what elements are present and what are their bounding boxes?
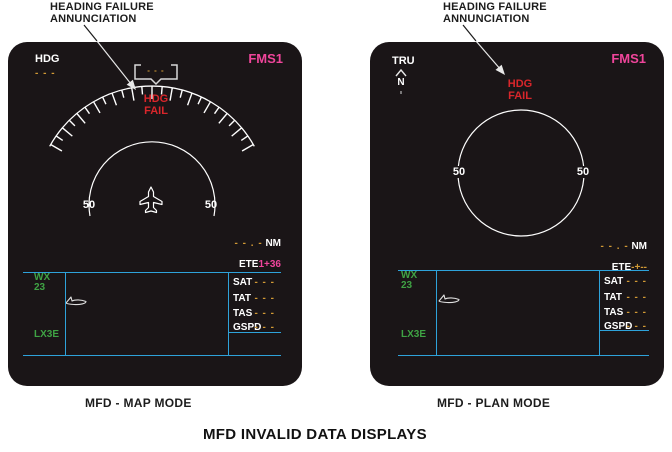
tat-value: - - - — [254, 293, 275, 304]
hdg-invalid-dashes: - - - — [35, 68, 56, 79]
callout-left-line1: HEADING FAILURE — [50, 1, 154, 13]
range-label-right: 50 — [204, 199, 218, 211]
figure-title: MFD INVALID DATA DISPLAYS — [203, 426, 427, 443]
callout-right-line2: ANNUNCIATION — [443, 12, 530, 25]
fms-source-label: FMS1 — [611, 51, 646, 66]
wx-value: 23 — [401, 280, 413, 291]
aircraft-symbol — [139, 186, 163, 214]
wx-label: WX — [401, 270, 418, 281]
ete-readout: ETE-+-- — [612, 262, 647, 273]
distance-unit: NM — [631, 241, 647, 252]
aircraft-side-symbol — [65, 296, 87, 306]
sat-value: - - - — [626, 276, 647, 287]
callout-right: HEADING FAILURE ANNUNCIATION — [443, 1, 547, 25]
wx-readout: WX 23 — [34, 273, 50, 293]
fms-source-label: FMS1 — [248, 51, 283, 66]
wx-readout: WX 23 — [401, 271, 417, 291]
heading-bug-dashes: - - - — [147, 66, 165, 75]
tru-label: TRU — [392, 55, 415, 67]
wx-label: WX — [34, 272, 51, 283]
table-divider-2 — [228, 272, 229, 355]
table-bottom-line — [23, 355, 281, 356]
tas-label: TAS — [604, 307, 624, 318]
north-arrow-icon — [395, 68, 407, 77]
ete-value: -+-- — [631, 262, 647, 273]
gspd-label: GSPD — [233, 322, 262, 333]
hdg-fail-line1: HDG — [143, 93, 169, 105]
ete-value: 1+36 — [258, 259, 281, 270]
table-top-line — [398, 270, 649, 271]
gspd-value: - - - — [626, 321, 647, 332]
tat-value: - - - — [626, 292, 647, 303]
table-divider-1 — [436, 270, 437, 355]
hdg-fail-line1: HDG — [507, 78, 533, 90]
table-divider-1 — [65, 272, 66, 355]
distance-readout: - - . - NM — [601, 241, 647, 252]
hdg-fail-annunciation: HDG FAIL — [490, 78, 550, 102]
tas-value: - - - — [626, 307, 647, 318]
range-label-left: 50 — [82, 199, 96, 211]
hdg-fail-line2: FAIL — [144, 105, 168, 117]
callout-right-line1: HEADING FAILURE — [443, 1, 547, 13]
tat-label: TAT — [604, 292, 622, 303]
gspd-underline — [228, 332, 281, 333]
table-divider-2 — [599, 270, 600, 355]
distance-readout: - - . - NM — [235, 238, 281, 249]
heading-bug-bracket — [134, 64, 178, 86]
mfd-map-display: HDG - - - FMS1 - - - HDG FAIL 50 50 - - … — [8, 42, 302, 386]
callout-left-line2: ANNUNCIATION — [50, 12, 137, 25]
range-circle — [457, 109, 585, 237]
distance-dashes: - - . - — [234, 238, 263, 249]
range-label-left: 50 — [448, 166, 470, 178]
table-bottom-line — [398, 355, 649, 356]
distance-dashes: - - . - — [600, 241, 629, 252]
tas-label: TAS — [233, 308, 253, 319]
sat-label: SAT — [233, 277, 253, 288]
range-label-right: 50 — [572, 166, 594, 178]
aircraft-side-symbol — [438, 294, 460, 304]
sat-label: SAT — [604, 276, 624, 287]
waypoint-label: LX3E — [401, 329, 427, 340]
tat-label: TAT — [233, 293, 251, 304]
callout-right-arrow-outer — [462, 24, 477, 42]
ete-label: ETE — [611, 262, 632, 273]
ete-readout: ETE1+36 — [239, 259, 281, 270]
gspd-label: GSPD — [604, 321, 633, 332]
north-label: N — [397, 77, 405, 88]
callout-left-arrow-outer — [83, 24, 98, 42]
ete-label: ETE — [239, 259, 259, 270]
wx-value: 23 — [34, 282, 46, 293]
range-arc — [88, 141, 216, 217]
gspd-value: - - - — [254, 322, 275, 333]
mfd-plan-display: TRU N FMS1 HDG FAIL 50 50 - - . - NM ETE… — [370, 42, 664, 386]
table-top-line — [23, 272, 281, 273]
waypoint-label: LX3E — [34, 329, 60, 340]
hdg-fail-line2: FAIL — [508, 90, 532, 102]
plan-mode-caption: MFD - PLAN MODE — [437, 396, 551, 410]
hdg-fail-annunciation: HDG FAIL — [126, 93, 186, 117]
map-mode-caption: MFD - MAP MODE — [85, 396, 192, 410]
tas-value: - - - — [254, 308, 275, 319]
distance-unit: NM — [265, 238, 281, 249]
gspd-underline — [599, 330, 649, 331]
callout-left: HEADING FAILURE ANNUNCIATION — [50, 1, 154, 25]
hdg-source-label: HDG — [35, 53, 60, 65]
sat-value: - - - — [254, 277, 275, 288]
